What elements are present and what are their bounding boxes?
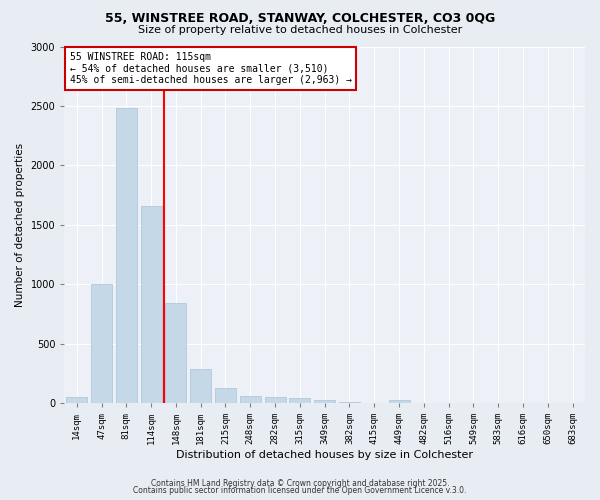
Bar <box>91 284 112 403</box>
Bar <box>314 400 335 403</box>
Text: 55, WINSTREE ROAD, STANWAY, COLCHESTER, CO3 0QG: 55, WINSTREE ROAD, STANWAY, COLCHESTER, … <box>105 12 495 26</box>
Text: 55 WINSTREE ROAD: 115sqm
← 54% of detached houses are smaller (3,510)
45% of sem: 55 WINSTREE ROAD: 115sqm ← 54% of detach… <box>70 52 352 85</box>
Bar <box>389 400 410 403</box>
Bar <box>289 398 310 403</box>
Bar <box>66 397 87 403</box>
Bar <box>190 368 211 403</box>
Text: Contains HM Land Registry data © Crown copyright and database right 2025.: Contains HM Land Registry data © Crown c… <box>151 478 449 488</box>
Y-axis label: Number of detached properties: Number of detached properties <box>15 143 25 307</box>
X-axis label: Distribution of detached houses by size in Colchester: Distribution of detached houses by size … <box>176 450 473 460</box>
Bar <box>215 388 236 403</box>
Bar <box>166 304 187 403</box>
Bar <box>339 402 360 403</box>
Bar <box>140 206 161 403</box>
Text: Contains public sector information licensed under the Open Government Licence v.: Contains public sector information licen… <box>133 486 467 495</box>
Text: Size of property relative to detached houses in Colchester: Size of property relative to detached ho… <box>138 25 462 35</box>
Bar <box>116 108 137 403</box>
Bar <box>240 396 261 403</box>
Bar <box>265 397 286 403</box>
